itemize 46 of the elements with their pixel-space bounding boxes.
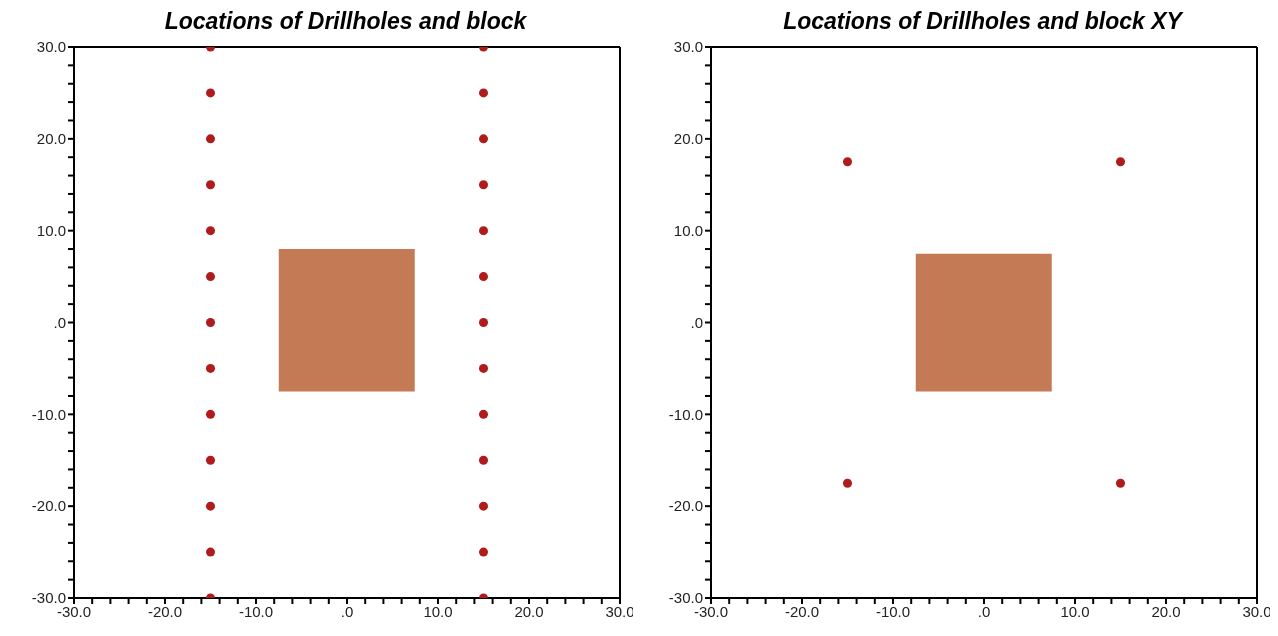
point — [205, 317, 216, 328]
point — [205, 547, 216, 557]
y-tick-label: 20.0 — [673, 130, 703, 148]
x-tick-label: -10.0 — [875, 602, 911, 620]
point — [478, 363, 489, 373]
point — [205, 501, 216, 511]
y-tick-label: 20.0 — [36, 130, 66, 148]
point — [478, 501, 489, 511]
point — [478, 317, 489, 328]
point — [478, 134, 489, 144]
x-tick-label: .0 — [977, 602, 991, 620]
point — [205, 88, 216, 98]
point — [478, 226, 489, 236]
point — [478, 547, 489, 557]
point — [205, 409, 216, 419]
point — [478, 455, 489, 465]
y-tick-label: 10.0 — [673, 221, 703, 239]
point — [205, 455, 216, 465]
y-tick-label: -10.0 — [31, 405, 66, 423]
x-tick-label: -20.0 — [784, 602, 820, 620]
x-tick-label: 10.0 — [1060, 602, 1090, 620]
y-tick-label: -20.0 — [31, 497, 66, 515]
x-tick-label: -10.0 — [238, 602, 274, 620]
y-tick-label: -20.0 — [668, 497, 703, 515]
x-tick-label: 10.0 — [423, 602, 453, 620]
y-tick-label: 30.0 — [36, 38, 66, 56]
point — [478, 180, 489, 190]
x-tick-label: 20.0 — [1151, 602, 1181, 620]
point — [205, 180, 216, 190]
x-tick-label: 20.0 — [514, 602, 544, 620]
point — [478, 272, 489, 282]
point — [205, 272, 216, 282]
point — [205, 226, 216, 236]
point — [205, 134, 216, 144]
point — [205, 363, 216, 373]
point — [478, 409, 489, 419]
y-tick-label: -10.0 — [668, 405, 703, 423]
y-tick-label: .0 — [690, 313, 703, 331]
chart-title: Locations of Drillholes and block — [163, 8, 528, 36]
y-tick-label: 30.0 — [673, 38, 703, 56]
chart-title: Locations of Drillholes and block XY — [782, 8, 1185, 36]
point — [478, 88, 489, 98]
y-tick-label: 10.0 — [36, 221, 66, 239]
x-tick-label: -20.0 — [147, 602, 183, 620]
y-tick-label: .0 — [53, 313, 66, 331]
x-tick-label: .0 — [340, 602, 354, 620]
